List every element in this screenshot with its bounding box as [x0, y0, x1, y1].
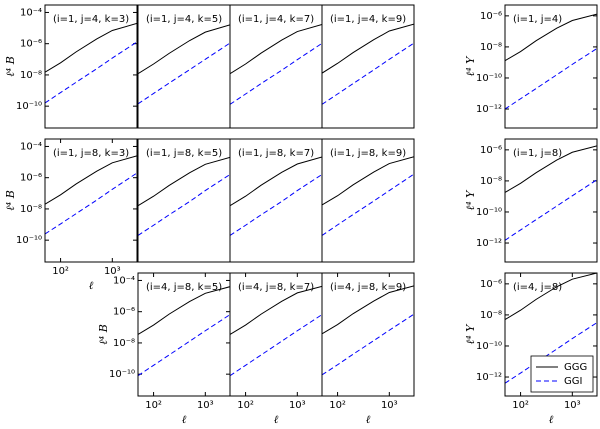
y-axis-label: ℓ⁴ B — [4, 56, 17, 77]
series-line — [322, 313, 414, 376]
y-tick-label: 10⁻⁸ — [480, 310, 502, 321]
series-line — [322, 156, 414, 206]
series-line — [505, 145, 597, 193]
series-line — [138, 286, 230, 335]
legend-label: GGI — [564, 376, 582, 387]
panel-annotation: (i=1, j=8, k=9) — [330, 148, 406, 159]
y-tick-label: 10⁻⁴ — [20, 141, 42, 152]
panel-frame — [321, 272, 415, 397]
y-tick-label: 10⁻⁸ — [480, 176, 502, 187]
series-line — [138, 174, 230, 236]
series-line — [138, 314, 230, 377]
series-line — [138, 24, 230, 75]
y-tick-label: 10⁻⁶ — [20, 173, 42, 184]
x-axis-label: ℓ — [182, 413, 187, 426]
panel-annotation: (i=1, j=8, k=7) — [238, 148, 314, 159]
series-line — [138, 156, 230, 207]
panel-frame — [321, 138, 415, 263]
x-axis-label: ℓ — [274, 413, 279, 426]
series-line — [138, 42, 230, 105]
panel-annotation: (i=1, j=8, k=5) — [146, 148, 222, 159]
y-tick-label: 10⁻⁶ — [480, 11, 502, 22]
y-tick-label: 10⁻⁸ — [20, 70, 42, 81]
y-tick-label: 10⁻⁶ — [113, 307, 135, 318]
y-axis-label: ℓ⁴ B — [4, 190, 17, 211]
x-axis-label: ℓ — [89, 279, 94, 292]
y-tick-label: 10⁻⁸ — [113, 338, 135, 349]
series-line — [322, 23, 414, 74]
panel-annotation: (i=4, j=8, k=7) — [238, 282, 314, 293]
y-tick-label: 10⁻¹⁰ — [109, 369, 135, 380]
panel-frame — [504, 272, 598, 397]
y-tick-label: 10⁻⁶ — [480, 279, 502, 290]
y-tick-label: 10⁻⁴ — [20, 7, 42, 18]
series-line — [230, 285, 322, 335]
panel-annotation: (i=4, j=8, k=9) — [330, 282, 406, 293]
y-tick-label: 10⁻⁶ — [480, 145, 502, 156]
panel-annotation: (i=4, j=8) — [513, 282, 562, 293]
legend-box — [530, 355, 594, 393]
series-line — [230, 156, 322, 207]
x-tick-label: 10² — [329, 400, 346, 411]
series-line — [230, 314, 322, 377]
x-tick-label: 10² — [145, 400, 162, 411]
x-tick-label: 10² — [52, 266, 69, 277]
x-tick-label: 10² — [237, 400, 254, 411]
y-axis-label: ℓ⁴ Y — [464, 55, 477, 76]
panel-annotation: (i=1, j=4, k=9) — [330, 14, 406, 25]
panel-annotation: (i=1, j=8) — [513, 148, 562, 159]
y-tick-label: 10⁻¹² — [476, 238, 502, 249]
y-axis-label: ℓ⁴ Y — [464, 323, 477, 344]
x-tick-label: 10³ — [104, 266, 121, 277]
panel-frame — [504, 4, 598, 129]
series-line — [322, 42, 414, 105]
x-axis-label: ℓ — [366, 413, 371, 426]
series-line — [230, 23, 322, 75]
series-line — [505, 273, 597, 321]
y-tick-label: 10⁻¹⁰ — [16, 101, 42, 112]
x-tick-label: 10³ — [564, 400, 581, 411]
x-tick-label: 10² — [512, 400, 529, 411]
panel-annotation: (i=1, j=8, k=3) — [53, 148, 129, 159]
panel-annotation: (i=1, j=4, k=3) — [53, 14, 129, 25]
panel-annotation: (i=1, j=4) — [513, 14, 562, 25]
panel-annotation: (i=1, j=4, k=5) — [146, 14, 222, 25]
series-line — [45, 155, 137, 205]
y-tick-label: 10⁻⁸ — [20, 204, 42, 215]
y-axis-label: ℓ⁴ Y — [464, 189, 477, 210]
series-line — [45, 41, 137, 104]
panel-frame — [44, 138, 138, 263]
series-line — [230, 42, 322, 105]
panel-frame — [321, 4, 415, 129]
panel-annotation: (i=1, j=4, k=7) — [238, 14, 314, 25]
series-line — [230, 174, 322, 236]
y-tick-label: 10⁻¹⁰ — [16, 235, 42, 246]
y-tick-label: 10⁻⁶ — [20, 39, 42, 50]
series-line — [45, 172, 137, 235]
series-line — [45, 22, 137, 73]
y-tick-label: 10⁻¹⁰ — [476, 341, 502, 352]
series-line — [505, 48, 597, 110]
panel-frame — [44, 4, 138, 129]
x-tick-label: 10³ — [197, 400, 214, 411]
y-tick-label: 10⁻⁴ — [113, 275, 135, 286]
legend-label: GGG — [564, 362, 587, 373]
series-line — [505, 13, 597, 62]
y-tick-label: 10⁻¹² — [476, 372, 502, 383]
series-line — [505, 179, 597, 241]
y-tick-label: 10⁻¹² — [476, 104, 502, 115]
y-axis-label: ℓ⁴ B — [97, 324, 110, 345]
panel-frame — [504, 138, 598, 263]
panel-annotation: (i=4, j=8, k=5) — [146, 282, 222, 293]
y-tick-label: 10⁻¹⁰ — [476, 207, 502, 218]
x-axis-label: ℓ — [549, 413, 554, 426]
x-tick-label: 10³ — [289, 400, 306, 411]
series-line — [322, 173, 414, 236]
series-line — [322, 285, 414, 335]
y-tick-label: 10⁻¹⁰ — [476, 73, 502, 84]
y-tick-label: 10⁻⁸ — [480, 42, 502, 53]
x-tick-label: 10³ — [381, 400, 398, 411]
